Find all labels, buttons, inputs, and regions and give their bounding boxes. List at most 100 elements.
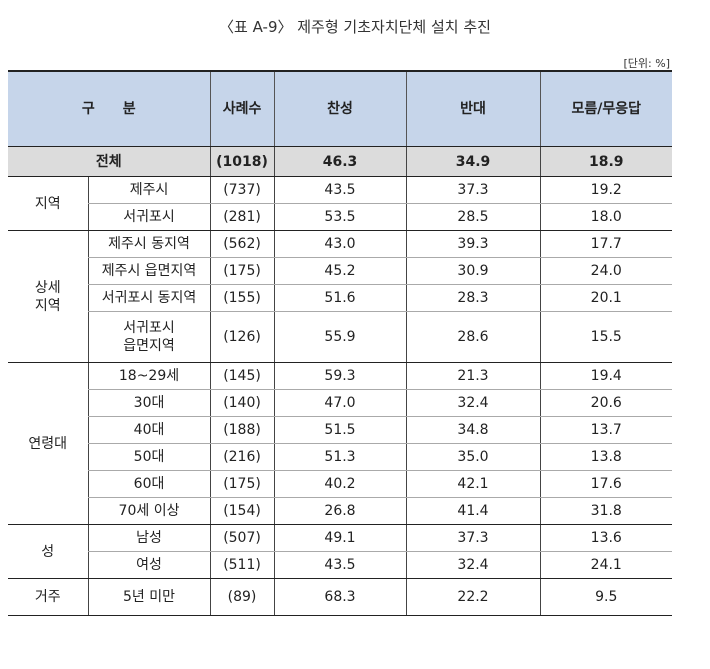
row-agree: 45.2 [273,257,407,285]
row-oppose: 42.1 [405,470,541,498]
total-n: (1018) [209,146,275,177]
row-agree: 59.3 [273,362,407,390]
table-row: 서귀포시 동지역 (155) 51.6 28.3 20.1 [8,284,673,312]
row-oppose: 28.5 [405,203,541,231]
row-oppose: 37.3 [405,524,541,552]
group-label: 거주 [8,578,88,616]
row-oppose: 41.4 [405,497,541,525]
row-agree: 68.3 [273,578,407,616]
table-row: 서귀포시 (281) 53.5 28.5 18.0 [8,203,673,231]
row-samples: (562) [209,230,275,258]
row-label: 제주시 동지역 [87,230,211,258]
row-label: 여성 [87,551,211,579]
header-oppose: 반대 [405,70,541,147]
row-agree: 43.5 [273,176,407,204]
row-unknown: 13.6 [539,524,673,552]
row-samples: (216) [209,443,275,471]
row-samples: (145) [209,362,275,390]
row-oppose: 37.3 [405,176,541,204]
row-samples: (511) [209,551,275,579]
row-agree: 47.0 [273,389,407,417]
row-samples: (126) [209,311,275,363]
row-label: 30대 [87,389,211,417]
row-unknown: 15.5 [539,311,673,363]
total-oppose: 34.9 [405,146,541,177]
row-unknown: 13.7 [539,416,673,444]
table-row: 서귀포시 읍면지역 (126) 55.9 28.6 15.5 [8,311,673,363]
row-oppose: 39.3 [405,230,541,258]
header-row: 구 분 사례수 찬성 반대 모름/무응답 [8,70,673,147]
row-label: 40대 [87,416,211,444]
group-label: 성 [8,524,88,579]
row-agree: 51.5 [273,416,407,444]
row-agree: 26.8 [273,497,407,525]
header-category: 구 분 [8,70,211,147]
unit-label: [단위: %] [623,57,670,70]
table-row: 상세 지역 제주시 동지역 (562) 43.0 39.3 17.7 [8,230,673,363]
row-unknown: 19.2 [539,176,673,204]
total-agree: 46.3 [273,146,407,177]
row-label: 50대 [87,443,211,471]
row-unknown: 17.6 [539,470,673,498]
row-samples: (140) [209,389,275,417]
row-oppose: 32.4 [405,551,541,579]
table-row: 30대 (140) 47.0 32.4 20.6 [8,389,673,417]
row-agree: 43.0 [273,230,407,258]
row-agree: 49.1 [273,524,407,552]
row-samples: (154) [209,497,275,525]
row-label: 5년 미만 [87,578,211,616]
row-agree: 55.9 [273,311,407,363]
row-oppose: 22.2 [405,578,541,616]
row-agree: 51.6 [273,284,407,312]
group-label: 상세 지역 [8,230,88,363]
row-unknown: 13.8 [539,443,673,471]
row-oppose: 35.0 [405,443,541,471]
row-samples: (89) [209,578,275,616]
table-row: 60대 (175) 40.2 42.1 17.6 [8,470,673,498]
row-oppose: 28.6 [405,311,541,363]
table-row: 거주 5년 미만 (89) 68.3 22.2 9.5 [8,578,673,616]
table-row: 40대 (188) 51.5 34.8 13.7 [8,416,673,444]
row-agree: 53.5 [273,203,407,231]
group-label: 연령대 [8,362,88,525]
table-row: 70세 이상 (154) 26.8 41.4 31.8 [8,497,673,525]
row-label: 서귀포시 [87,203,211,231]
row-label: 서귀포시 읍면지역 [87,311,211,363]
row-samples: (175) [209,257,275,285]
table-row: 지역 제주시 (737) 43.5 37.3 19.2 [8,176,673,231]
row-oppose: 30.9 [405,257,541,285]
row-label: 18~29세 [87,362,211,390]
row-label: 서귀포시 동지역 [87,284,211,312]
row-unknown: 24.1 [539,551,673,579]
header-agree: 찬성 [273,70,407,147]
row-agree: 40.2 [273,470,407,498]
row-samples: (507) [209,524,275,552]
group-label: 지역 [8,176,88,231]
row-unknown: 24.0 [539,257,673,285]
row-label: 70세 이상 [87,497,211,525]
total-row: 전체 (1018) 46.3 34.9 18.9 [8,146,673,177]
row-samples: (281) [209,203,275,231]
row-unknown: 17.7 [539,230,673,258]
row-samples: (155) [209,284,275,312]
row-oppose: 28.3 [405,284,541,312]
row-unknown: 31.8 [539,497,673,525]
table-title: 〈표 A-9〉 제주형 기초자치단체 설치 추진 [219,18,491,36]
row-label: 남성 [87,524,211,552]
row-agree: 43.5 [273,551,407,579]
row-label: 제주시 읍면지역 [87,257,211,285]
row-samples: (188) [209,416,275,444]
survey-table: 구 분 사례수 찬성 반대 모름/무응답 전체 (1018) 46.3 34.9… [8,70,673,616]
header-unknown: 모름/무응답 [539,70,673,147]
row-unknown: 20.1 [539,284,673,312]
row-label: 60대 [87,470,211,498]
row-oppose: 32.4 [405,389,541,417]
row-unknown: 20.6 [539,389,673,417]
row-samples: (737) [209,176,275,204]
row-samples: (175) [209,470,275,498]
row-unknown: 9.5 [539,578,673,616]
row-oppose: 21.3 [405,362,541,390]
table-row: 제주시 읍면지역 (175) 45.2 30.9 24.0 [8,257,673,285]
total-unknown: 18.9 [539,146,673,177]
table-row: 연령대 18~29세 (145) 59.3 21.3 19.4 [8,362,673,525]
